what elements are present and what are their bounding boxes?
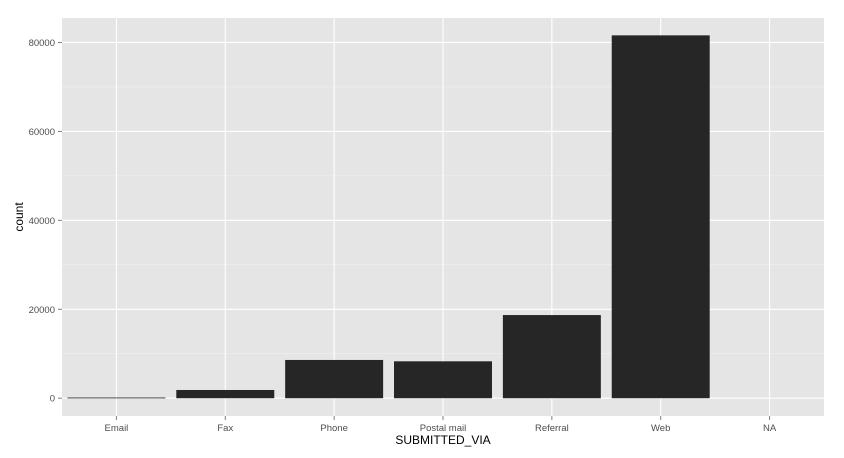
- x-axis-title: SUBMITTED_VIA: [395, 433, 490, 447]
- bars: [67, 35, 710, 399]
- x-tick-label: Fax: [217, 423, 233, 434]
- y-axis: 0 20000 40000 60000 80000: [29, 38, 62, 405]
- bar-fax: [176, 389, 275, 399]
- y-tick-label: 80000: [29, 38, 55, 49]
- bar-referral: [502, 315, 601, 399]
- x-axis: Email Fax Phone Postal mail Referral Web NA: [105, 416, 777, 434]
- x-tick-label: Phone: [320, 423, 347, 434]
- x-tick-label: Email: [105, 423, 129, 434]
- x-tick-label: Web: [651, 423, 670, 434]
- x-tick-label: Postal mail: [420, 423, 466, 434]
- y-tick-label: 40000: [29, 216, 55, 227]
- bar-email: [67, 397, 166, 399]
- x-tick-label: Referral: [535, 423, 569, 434]
- y-tick-label: 0: [50, 394, 55, 405]
- y-axis-title: count: [12, 202, 26, 232]
- bar-phone: [285, 359, 384, 399]
- bar-postal-mail: [394, 361, 492, 399]
- y-tick-label: 60000: [29, 127, 55, 138]
- y-tick-label: 20000: [29, 305, 55, 316]
- bar-web: [611, 35, 710, 399]
- x-tick-label: NA: [763, 423, 777, 434]
